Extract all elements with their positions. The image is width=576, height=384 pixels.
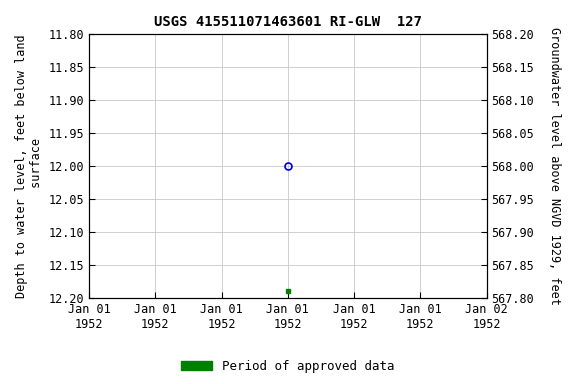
Y-axis label: Depth to water level, feet below land
 surface: Depth to water level, feet below land su… bbox=[15, 34, 43, 298]
Legend: Period of approved data: Period of approved data bbox=[176, 355, 400, 378]
Title: USGS 415511071463601 RI-GLW  127: USGS 415511071463601 RI-GLW 127 bbox=[154, 15, 422, 29]
Y-axis label: Groundwater level above NGVD 1929, feet: Groundwater level above NGVD 1929, feet bbox=[548, 27, 561, 305]
